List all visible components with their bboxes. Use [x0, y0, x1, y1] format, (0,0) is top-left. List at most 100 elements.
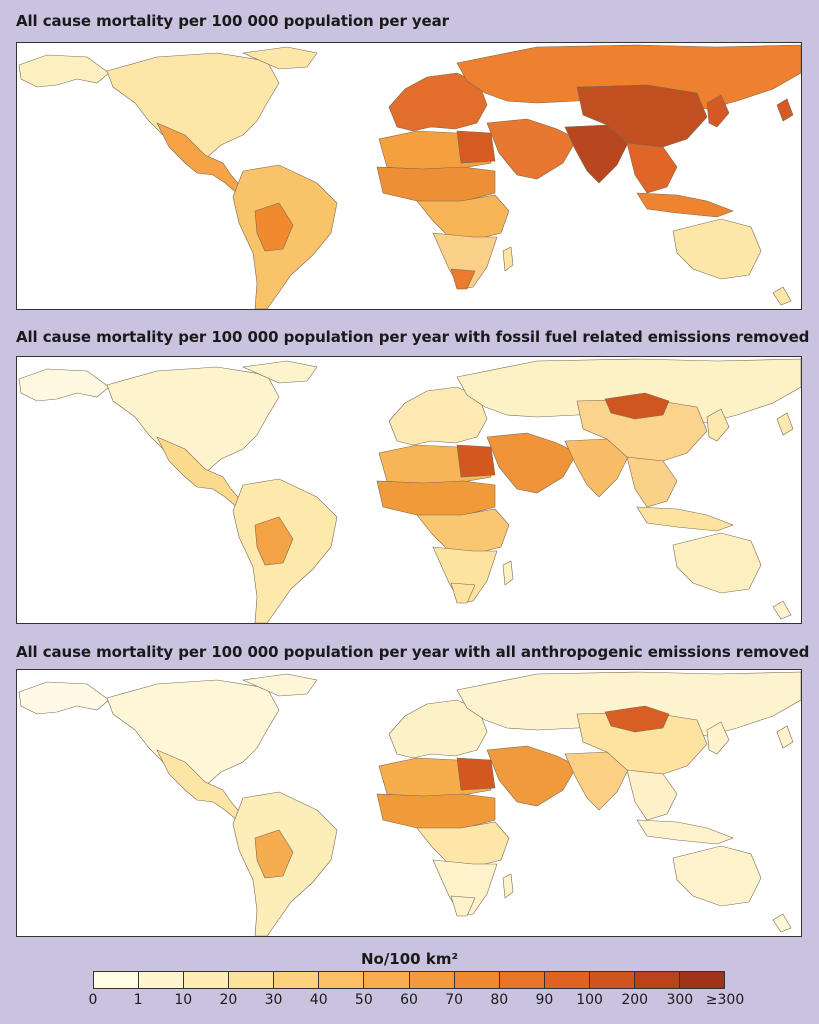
map-panel-3 — [16, 669, 802, 937]
region-south-america-hot — [254, 202, 294, 252]
region-north-america — [772, 286, 792, 306]
legend-tick-label: 80 — [490, 992, 509, 1008]
legend-swatch-11 — [589, 972, 635, 988]
region-japan — [706, 94, 730, 128]
legend-swatch-3 — [229, 972, 275, 988]
region-madagascar — [502, 246, 514, 272]
region-south-africa — [450, 268, 476, 290]
region-central-africa — [416, 821, 510, 867]
region-middle-east — [486, 432, 578, 494]
region-indonesia — [636, 819, 734, 845]
legend-swatch-13 — [680, 972, 725, 988]
panel-3-title: All cause mortality per 100 000 populati… — [16, 643, 810, 661]
region-china — [576, 711, 708, 777]
region-indonesia — [636, 506, 734, 532]
region-egypt — [456, 444, 496, 478]
region-north-america — [772, 600, 792, 620]
legend-tick-label: ≥300 — [705, 992, 745, 1008]
legend-tick-label: 200 — [621, 992, 649, 1008]
region-se-asia — [626, 456, 678, 508]
region-sahel — [376, 480, 496, 518]
legend-tick-label: 100 — [576, 992, 603, 1008]
region-north-america — [106, 52, 280, 162]
legend-swatch-1 — [139, 972, 185, 988]
region-south-africa — [450, 895, 476, 917]
legend-swatch-12 — [634, 972, 681, 988]
region-madagascar — [502, 873, 514, 899]
region-japan — [706, 721, 730, 755]
legend-swatch-9 — [499, 972, 545, 988]
region-southern-africa — [432, 232, 498, 290]
region-indonesia — [636, 192, 734, 218]
region-north-america — [106, 679, 280, 789]
region-japan — [776, 412, 794, 436]
legend-tick-label: 300 — [666, 992, 694, 1008]
region-egypt — [456, 757, 496, 791]
region-russia — [456, 358, 801, 424]
region-north-america — [241, 360, 318, 384]
region-australia — [672, 845, 762, 907]
legend-tick-label: 50 — [354, 992, 373, 1008]
legend-tick-label: 20 — [219, 992, 238, 1008]
region-europe — [388, 699, 488, 759]
region-north-america — [241, 673, 318, 697]
region-russia — [456, 671, 801, 737]
region-south-america-hot — [254, 829, 294, 879]
map-panel-2 — [16, 356, 802, 624]
region-north-america — [241, 46, 318, 70]
legend-swatch-5 — [319, 972, 365, 988]
region-south-america-hot — [254, 516, 294, 566]
region-middle-east — [486, 745, 578, 807]
region-south-africa — [450, 582, 476, 604]
legend-tick-label: 10 — [174, 992, 193, 1008]
region-japan — [706, 408, 730, 442]
legend-swatch-8 — [454, 972, 500, 988]
region-alaska — [18, 368, 110, 402]
legend-swatch-6 — [364, 972, 410, 988]
region-russia — [456, 44, 801, 110]
region-southern-africa — [432, 546, 498, 604]
world-map-2 — [18, 358, 801, 623]
region-sahel — [376, 793, 496, 831]
region-mongolia — [604, 705, 670, 733]
region-china — [576, 84, 708, 150]
panel-2-title: All cause mortality per 100 000 populati… — [16, 328, 810, 346]
region-sahel — [376, 166, 496, 204]
region-north-america — [106, 366, 280, 476]
region-mongolia — [604, 392, 670, 420]
region-australia — [672, 532, 762, 594]
region-europe — [388, 72, 488, 132]
region-north-america — [772, 913, 792, 933]
legend-tick-label: 0 — [88, 992, 98, 1008]
panel-1-title: All cause mortality per 100 000 populati… — [16, 12, 449, 30]
region-alaska — [18, 681, 110, 715]
legend-swatch-0 — [94, 972, 140, 988]
region-china — [576, 398, 708, 464]
region-madagascar — [502, 560, 514, 586]
region-alaska — [18, 54, 110, 88]
legend-swatch-7 — [409, 972, 455, 988]
legend-tick-label: 40 — [309, 992, 328, 1008]
legend-tick-label: 60 — [400, 992, 418, 1008]
legend-color-bar — [93, 971, 725, 989]
legend-tick-label: 1 — [133, 992, 143, 1008]
region-se-asia — [626, 769, 678, 821]
region-egypt — [456, 130, 496, 164]
region-japan — [776, 725, 794, 749]
legend-swatch-4 — [274, 972, 320, 988]
region-europe — [388, 386, 488, 446]
map-panel-1 — [16, 42, 802, 310]
region-central-africa — [416, 508, 510, 554]
world-map-3 — [18, 671, 801, 936]
legend-tick-label: 30 — [264, 992, 283, 1008]
region-australia — [672, 218, 762, 280]
world-map-1 — [18, 44, 801, 309]
legend-swatch-10 — [544, 972, 590, 988]
region-middle-east — [486, 118, 578, 180]
region-southern-africa — [432, 859, 498, 917]
region-central-africa — [416, 194, 510, 240]
region-se-asia — [626, 142, 678, 194]
legend-tick-label: 70 — [445, 992, 464, 1008]
legend-swatch-2 — [184, 972, 230, 988]
region-japan — [776, 98, 794, 122]
